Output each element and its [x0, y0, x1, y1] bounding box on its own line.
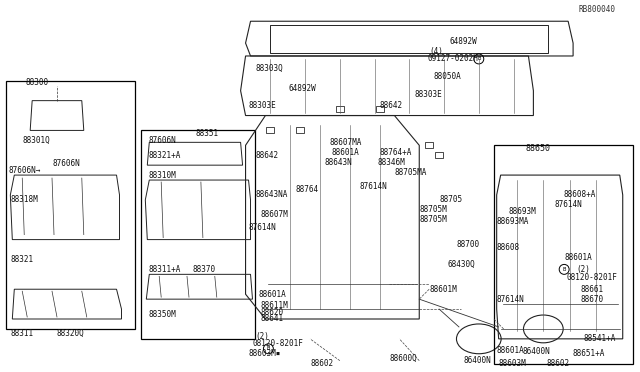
Text: 88321: 88321	[10, 255, 33, 264]
Text: (4): (4)	[429, 46, 443, 55]
Text: 88370: 88370	[193, 265, 216, 274]
Text: 88601A: 88601A	[497, 346, 524, 355]
Text: 88661: 88661	[580, 285, 603, 294]
Bar	[493, 145, 633, 364]
Text: 88600Q: 88600Q	[390, 354, 417, 363]
Text: 88608: 88608	[497, 243, 520, 252]
Text: B: B	[477, 57, 481, 61]
Text: 87614N: 87614N	[248, 223, 276, 232]
Text: 88693MA: 88693MA	[497, 217, 529, 226]
Text: 88607M: 88607M	[260, 210, 288, 219]
Text: 88611M: 88611M	[260, 301, 288, 310]
Text: 88300: 88300	[26, 78, 49, 87]
Text: 88705MA: 88705MA	[394, 168, 427, 177]
Text: 88346M: 88346M	[378, 158, 405, 167]
Text: 87606N: 87606N	[52, 159, 80, 168]
Text: 88705: 88705	[439, 195, 462, 204]
Text: 88311+A: 88311+A	[148, 265, 180, 274]
Text: 88643N: 88643N	[325, 158, 353, 167]
Text: 88650: 88650	[526, 144, 551, 153]
Text: 87606N→: 87606N→	[8, 166, 41, 174]
Text: 88602: 88602	[310, 359, 333, 368]
Text: 87614N: 87614N	[497, 295, 524, 304]
Text: 88705M: 88705M	[419, 215, 447, 224]
Text: 88303E: 88303E	[248, 101, 276, 110]
Text: 88693M: 88693M	[509, 207, 536, 216]
Bar	[266, 128, 275, 134]
Text: 86400N: 86400N	[464, 356, 492, 365]
Text: 88602: 88602	[547, 359, 570, 368]
Text: 88541+A: 88541+A	[583, 334, 616, 343]
Text: 64892W: 64892W	[288, 84, 316, 93]
Text: 88301Q: 88301Q	[22, 136, 50, 145]
Text: 08120-8201F: 08120-8201F	[566, 273, 617, 282]
Text: 88643NA: 88643NA	[255, 190, 288, 199]
Text: 88303Q: 88303Q	[255, 64, 284, 73]
Text: 64892W: 64892W	[449, 36, 477, 46]
Text: 88311: 88311	[10, 329, 33, 339]
Text: B: B	[267, 346, 270, 351]
Bar	[435, 152, 443, 158]
Text: 88642: 88642	[255, 151, 278, 160]
Text: 87614N: 87614N	[360, 182, 387, 190]
Text: 88321+A: 88321+A	[148, 151, 180, 160]
Bar	[296, 128, 304, 134]
Text: 88764+A: 88764+A	[380, 148, 412, 157]
Bar	[6, 81, 136, 329]
Text: 88641: 88641	[260, 314, 284, 324]
Bar	[270, 25, 548, 53]
Text: 88310M: 88310M	[148, 171, 176, 180]
Text: 88700: 88700	[457, 240, 480, 249]
Text: 08120-8201F: 08120-8201F	[253, 339, 303, 348]
Text: 09127-0202H: 09127-0202H	[427, 54, 478, 64]
Text: 88651+A: 88651+A	[572, 349, 604, 358]
Text: 87606N: 87606N	[148, 136, 176, 145]
Text: 68430Q: 68430Q	[447, 260, 475, 269]
Text: 88303E: 88303E	[414, 90, 442, 99]
Text: 88608+A: 88608+A	[563, 190, 596, 199]
Text: 87614N: 87614N	[554, 201, 582, 209]
Text: 88351: 88351	[196, 129, 219, 138]
Text: (2): (2)	[576, 265, 590, 274]
Text: 88603M▪: 88603M▪	[248, 349, 281, 358]
Bar	[336, 106, 344, 112]
Text: 88320Q: 88320Q	[57, 329, 84, 339]
Text: 88670: 88670	[580, 295, 603, 304]
Bar	[425, 142, 433, 148]
Text: (2): (2)	[255, 332, 269, 341]
Text: RB800040: RB800040	[578, 5, 615, 14]
Text: 88601M: 88601M	[429, 285, 457, 294]
Text: 88350M: 88350M	[148, 310, 176, 318]
Text: 88603M: 88603M	[499, 359, 527, 368]
Bar	[141, 131, 255, 339]
Text: 88050A: 88050A	[433, 72, 461, 81]
Text: 88705M: 88705M	[419, 205, 447, 214]
Text: 88601A: 88601A	[332, 148, 360, 157]
Text: 88607MA: 88607MA	[330, 138, 362, 147]
Bar	[376, 106, 383, 112]
Text: 88764: 88764	[295, 186, 318, 195]
Text: 88601A: 88601A	[564, 253, 592, 262]
Text: 88601A: 88601A	[259, 290, 286, 299]
Text: 88642: 88642	[380, 101, 403, 110]
Text: 86400N: 86400N	[522, 347, 550, 356]
Text: B: B	[563, 267, 566, 272]
Text: 88318M: 88318M	[10, 195, 38, 204]
Text: 88620: 88620	[260, 308, 284, 317]
